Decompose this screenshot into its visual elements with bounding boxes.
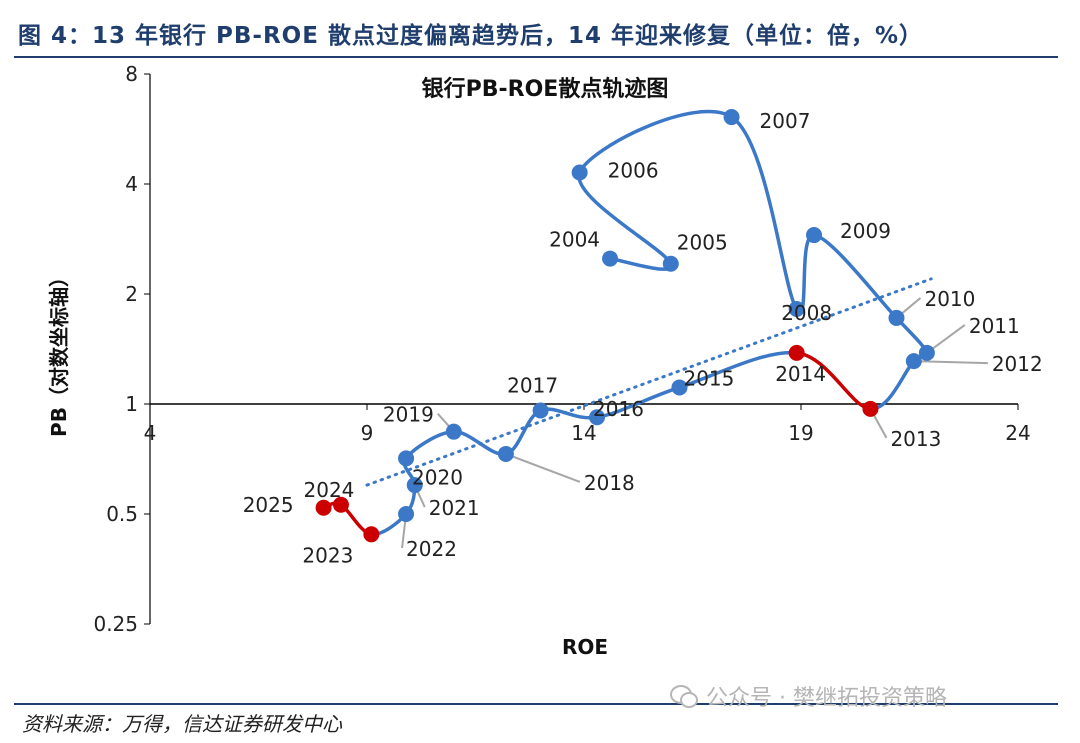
series-line-segment: [677, 350, 799, 390]
y-tick-label: 4: [125, 172, 138, 196]
series-line-segment: [868, 359, 916, 411]
point-label-2019: 2019: [383, 403, 434, 427]
point-2020: [398, 450, 415, 467]
x-tick-label: 4: [144, 421, 157, 445]
point-2025: [315, 499, 332, 516]
point-2012: [905, 353, 922, 370]
point-2008: [788, 300, 805, 317]
point-label-2006: 2006: [608, 159, 659, 183]
point-label-2015: 2015: [683, 366, 734, 390]
point-label-2018: 2018: [584, 471, 635, 495]
point-2007: [723, 109, 740, 126]
x-tick-label: 24: [1005, 421, 1030, 445]
source-note: 资料来源：万得，信达证券研发中心: [22, 712, 342, 736]
point-2017: [532, 402, 549, 419]
point-2021: [406, 477, 423, 494]
point-label-2010: 2010: [924, 287, 975, 311]
point-label-2007: 2007: [760, 109, 811, 133]
figure-header: 图 4：13 年银行 PB-ROE 散点过度偏离趋势后，14 年迎来修复（单位：…: [14, 8, 1064, 54]
point-2023: [363, 526, 380, 543]
point-2014: [788, 344, 805, 361]
chart-title: 银行PB-ROE散点轨迹图: [422, 76, 669, 102]
point-label-2014: 2014: [775, 362, 826, 386]
point-2009: [806, 227, 823, 244]
point-label-2008: 2008: [781, 301, 832, 325]
trend-line: [365, 277, 933, 487]
watermark-text: 公众号 · 樊继拓投资策略: [706, 686, 947, 711]
point-2018: [497, 445, 514, 462]
figure-title: 图 4：13 年银行 PB-ROE 散点过度偏离趋势后，14 年迎来修复（单位：…: [18, 23, 924, 49]
point-label-2016: 2016: [593, 397, 644, 421]
point-2006: [571, 164, 588, 181]
point-2024: [332, 496, 349, 513]
leader-line: [505, 453, 581, 483]
x-axis-title: ROE: [562, 635, 608, 659]
point-2010: [888, 309, 905, 326]
point-label-2017: 2017: [507, 373, 558, 397]
point-label-2012: 2012: [992, 352, 1043, 376]
wechat-icon: [670, 685, 698, 708]
leader-line: [913, 360, 988, 365]
point-label-2004: 2004: [549, 228, 600, 252]
x-tick-label: 14: [571, 421, 596, 445]
point-2013: [862, 400, 879, 417]
point-2004: [602, 250, 619, 267]
point-label-2022: 2022: [406, 537, 457, 561]
series-line-segment: [504, 408, 543, 456]
point-label-2005: 2005: [677, 231, 728, 255]
x-tick-label: 9: [361, 421, 374, 445]
point-label-2025: 2025: [243, 493, 294, 517]
point-label-2021: 2021: [429, 496, 480, 520]
point-2005: [662, 255, 679, 272]
point-2015: [671, 379, 688, 396]
y-tick-label: 2: [125, 282, 138, 306]
point-2019: [445, 423, 462, 440]
watermark: 公众号 · 樊继拓投资策略: [670, 680, 947, 712]
header-rule: [14, 56, 1058, 58]
series-line-segment: [577, 170, 673, 266]
point-label-2023: 2023: [302, 543, 353, 567]
point-label-2020: 2020: [412, 465, 463, 489]
series-line-segment: [538, 407, 599, 420]
series-line-segment: [452, 429, 508, 456]
footer-rule: [14, 703, 1058, 705]
series-line-segment: [608, 256, 673, 271]
series-line-segment: [729, 115, 799, 311]
point-label-2013: 2013: [890, 427, 941, 451]
y-tick-label: 0.25: [93, 612, 138, 636]
x-tick-label: 19: [788, 421, 813, 445]
series-line-segment: [404, 429, 456, 461]
point-2011: [918, 344, 935, 361]
point-label-2011: 2011: [969, 314, 1020, 338]
point-label-2009: 2009: [840, 219, 891, 243]
point-2022: [398, 506, 415, 522]
y-axis-title: PB（对数坐标轴）: [47, 267, 71, 437]
point-2016: [589, 409, 606, 426]
y-tick-label: 0.5: [106, 502, 138, 526]
y-tick-label: 1: [125, 392, 138, 416]
y-tick-label: 8: [125, 62, 138, 86]
series-line-segment: [577, 109, 734, 175]
point-label-2024: 2024: [304, 478, 355, 502]
